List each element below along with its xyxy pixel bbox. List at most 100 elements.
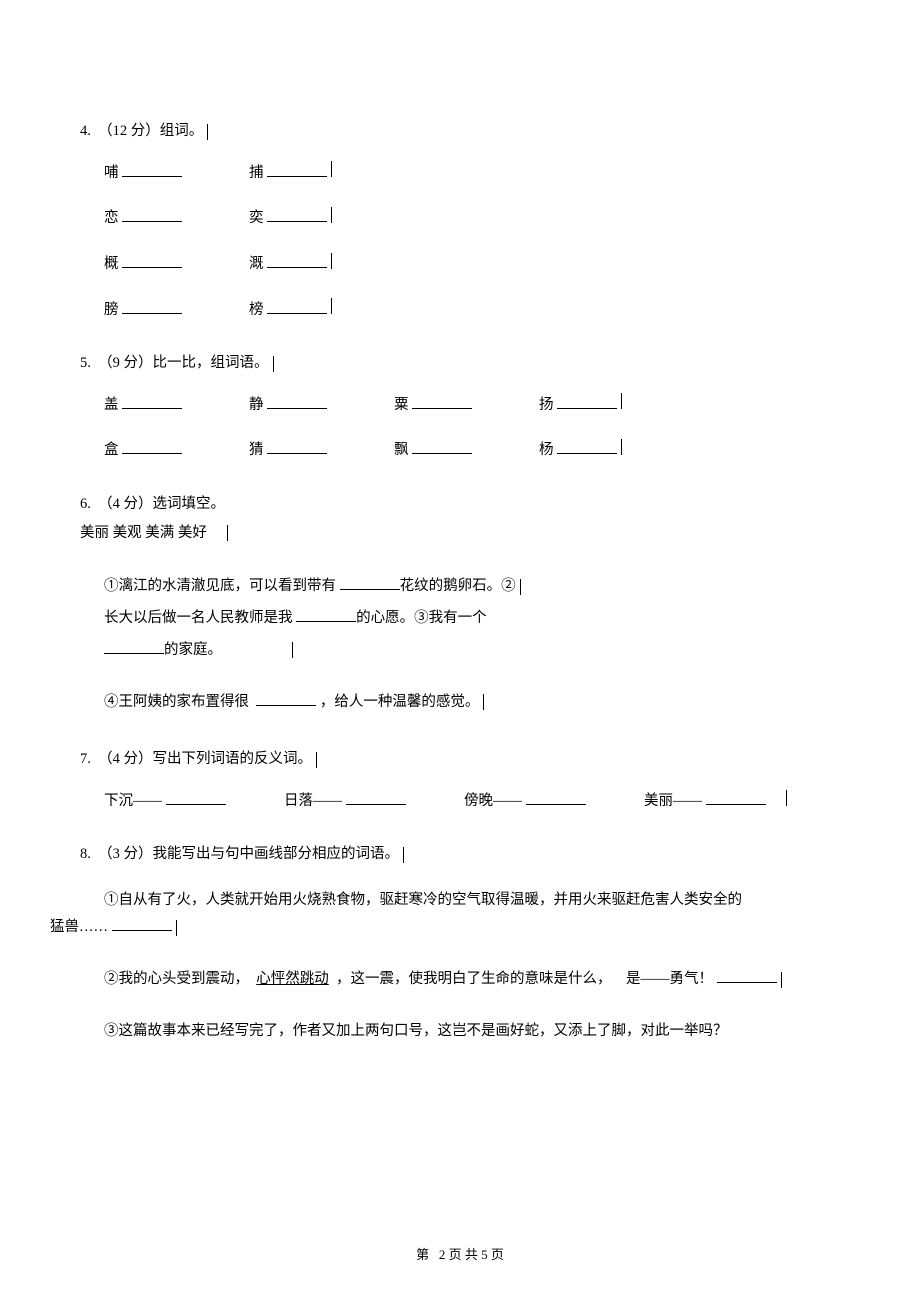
blank xyxy=(122,439,182,455)
q6-line4b: ，给人一种温馨的感觉。 xyxy=(320,694,480,710)
q6-line1b: 花纹的鹅卵石。② xyxy=(400,578,516,594)
char: 溉 xyxy=(249,253,264,276)
q4-cell: 概 xyxy=(104,253,249,277)
divider xyxy=(781,972,782,988)
blank xyxy=(340,574,400,590)
blank xyxy=(112,916,172,932)
blank xyxy=(267,393,327,409)
word: 傍晚—— xyxy=(464,790,522,813)
divider xyxy=(621,393,622,409)
q8-p2: ②我的心头受到震动， 心怦然跳动 ，这一震，使我明白了生命的意味是什么， 是——… xyxy=(104,964,840,996)
blank xyxy=(122,161,182,177)
char: 猜 xyxy=(249,439,264,462)
divider xyxy=(316,752,317,768)
q8-p2b: ，这一震，使我明白了生命的意味是什么， xyxy=(336,971,612,987)
q6-words-text: 美丽 美观 美满 美好 xyxy=(80,525,207,541)
q6-line1a: ①漓江的水清澈见底，可以看到带有 xyxy=(104,578,336,594)
q5-header: 5. （9 分）比一比，组词语。 xyxy=(80,352,840,375)
q4-rows: 哺 捕 恋 奕 概 溉 膀 榜 xyxy=(80,161,840,322)
q6-body: ①漓江的水清澈见底，可以看到带有 花纹的鹅卵石。② 长大以后做一名人民教师是我 … xyxy=(104,571,840,667)
q5-cell: 粟 xyxy=(394,393,539,417)
divider xyxy=(292,642,293,658)
word: 美丽—— xyxy=(644,790,702,813)
q5-header-text: 5. （9 分）比一比，组词语。 xyxy=(80,355,269,371)
footer-page: 2 xyxy=(439,1247,446,1262)
divider xyxy=(176,920,177,936)
q5-cell: 猜 xyxy=(249,439,394,463)
divider xyxy=(621,439,622,455)
q5-row: 盒 猜 飘 杨 xyxy=(104,439,840,463)
q5-cell: 盒 xyxy=(104,439,249,463)
q8-p1: ①自从有了火，人类就开始用火烧熟食物，驱赶寒冷的空气取得温暖，并用火来驱赶危害人… xyxy=(104,885,840,917)
q8-p2a: ②我的心头受到震动， xyxy=(104,971,249,987)
question-7: 7. （4 分）写出下列词语的反义词。 下沉—— 日落—— 傍晚—— 美丽—— xyxy=(80,748,840,813)
q8-header-text: 8. （3 分）我能写出与句中画线部分相应的词语。 xyxy=(80,846,399,862)
footer-mid: 页 共 xyxy=(449,1247,478,1262)
char: 静 xyxy=(249,394,264,417)
q4-row: 哺 捕 xyxy=(104,161,840,185)
blank xyxy=(166,790,226,806)
blank xyxy=(346,790,406,806)
q8-p2u: 心怦然跳动 xyxy=(256,971,329,987)
char: 盖 xyxy=(104,394,119,417)
q4-cell: 奕 xyxy=(249,207,327,231)
divider xyxy=(331,298,332,314)
char: 盒 xyxy=(104,439,119,462)
word: 下沉—— xyxy=(104,790,162,813)
q5-cell: 飘 xyxy=(394,439,539,463)
q8-p1-cont: 猛兽…… xyxy=(50,912,840,944)
q7-cell: 日落—— xyxy=(284,790,464,814)
q6-line3b: 的家庭。 xyxy=(164,642,222,658)
blank xyxy=(122,393,182,409)
char: 扬 xyxy=(539,394,554,417)
char: 飘 xyxy=(394,439,409,462)
page-footer: 第 2 页 共 5 页 xyxy=(0,1244,920,1263)
blank xyxy=(267,439,327,455)
blank xyxy=(267,207,327,223)
char: 榜 xyxy=(249,299,264,322)
blank xyxy=(706,790,766,806)
q8-p1a: ①自从有了火，人类就开始用火烧熟食物，驱赶寒冷的空气取得温暖，并用火来驱赶危害人… xyxy=(104,892,742,908)
char: 奕 xyxy=(249,207,264,230)
blank xyxy=(557,439,617,455)
blank xyxy=(122,298,182,314)
divider xyxy=(273,356,274,372)
blank xyxy=(296,606,356,622)
q4-cell: 哺 xyxy=(104,161,249,185)
blank xyxy=(122,253,182,269)
blank xyxy=(557,393,617,409)
q4-row: 概 溉 xyxy=(104,253,840,277)
q6-body2: ④王阿姨的家布置得很 ，给人一种温馨的感觉。 xyxy=(104,687,840,719)
q7-row: 下沉—— 日落—— 傍晚—— 美丽—— xyxy=(104,790,840,814)
char: 恋 xyxy=(104,207,119,230)
q5-cell: 盖 xyxy=(104,393,249,417)
q4-row: 恋 奕 xyxy=(104,207,840,231)
char: 捕 xyxy=(249,162,264,185)
q6-words: 美丽 美观 美满 美好 xyxy=(80,522,840,545)
q6-line4a: ④王阿姨的家布置得很 xyxy=(104,694,249,710)
q4-cell: 溉 xyxy=(249,253,327,277)
footer-total: 5 xyxy=(481,1247,488,1262)
divider xyxy=(331,161,332,177)
q8-p3-text: ③这篇故事本来已经写完了，作者又加上两句口号，这岂不是画好蛇，又添上了脚，对此一… xyxy=(104,1023,728,1039)
q8-header: 8. （3 分）我能写出与句中画线部分相应的词语。 xyxy=(80,843,840,866)
divider xyxy=(483,694,484,710)
q7-header: 7. （4 分）写出下列词语的反义词。 xyxy=(80,748,840,771)
divider xyxy=(403,847,404,863)
footer-prefix: 第 xyxy=(416,1247,429,1262)
divider xyxy=(227,525,228,541)
blank xyxy=(412,393,472,409)
q4-header: 4. （12 分）组词。 xyxy=(80,120,840,143)
q4-header-text: 4. （12 分）组词。 xyxy=(80,123,203,139)
footer-suffix: 页 xyxy=(491,1247,504,1262)
char: 粟 xyxy=(394,394,409,417)
q6-line2b: 的心愿。③我有一个 xyxy=(356,610,487,626)
blank xyxy=(267,298,327,314)
q4-row: 膀 榜 xyxy=(104,298,840,322)
q5-row: 盖 静 粟 扬 xyxy=(104,393,840,417)
question-6: 6. （4 分）选词填空。 美丽 美观 美满 美好 ①漓江的水清澈见底，可以看到… xyxy=(80,493,840,719)
divider xyxy=(207,124,208,140)
blank xyxy=(412,439,472,455)
blank xyxy=(104,638,164,654)
q7-cell: 下沉—— xyxy=(104,790,284,814)
